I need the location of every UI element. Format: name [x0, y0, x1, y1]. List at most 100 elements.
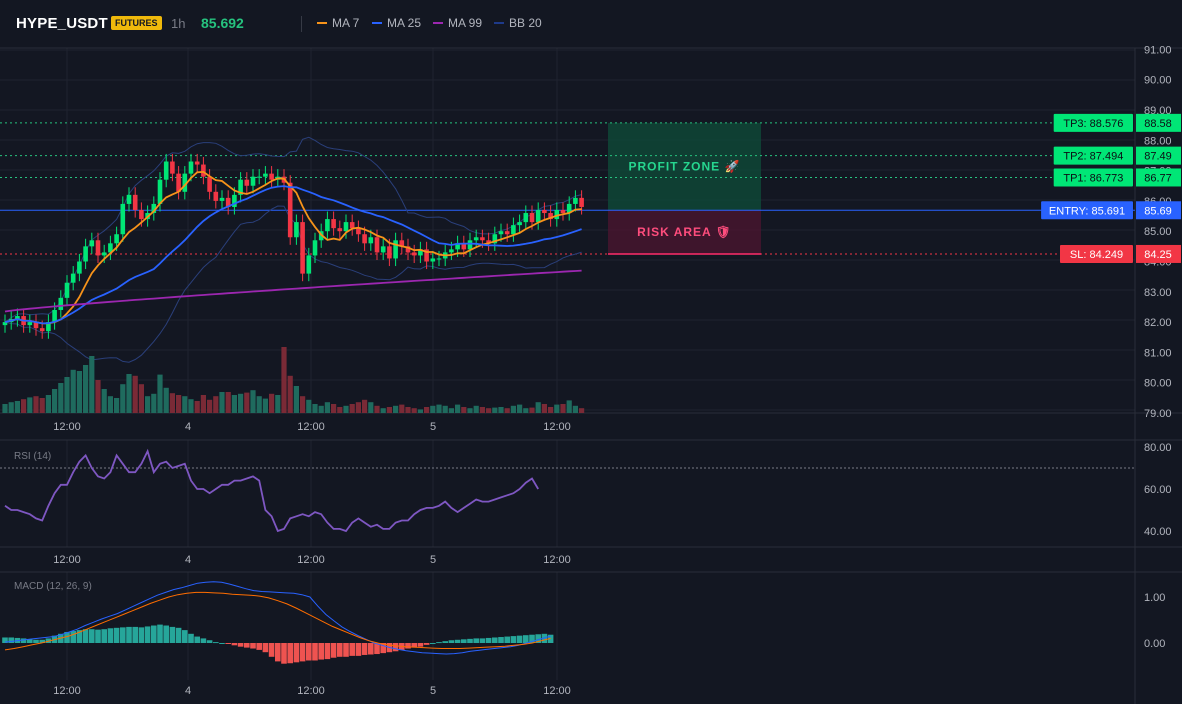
- macd-tick-label: 0.00: [1144, 638, 1165, 650]
- volume-bar: [337, 407, 343, 413]
- price-tick-label: 90.00: [1144, 75, 1172, 87]
- candle-body: [405, 246, 411, 253]
- macd-histogram-bar: [256, 643, 262, 650]
- volume-bar: [126, 374, 132, 413]
- macd-histogram-bar: [8, 637, 14, 643]
- macd-histogram-bar: [250, 643, 256, 649]
- trade-zones: PROFIT ZONE 🚀 RISK AREA 🛡: [608, 122, 761, 254]
- volume-bar: [566, 400, 572, 413]
- volume-bar: [262, 398, 268, 413]
- candle-body: [219, 197, 225, 201]
- volume-bar: [95, 380, 101, 413]
- ma25-line: [4, 185, 582, 325]
- macd-histogram-bar: [144, 626, 151, 643]
- bb20-swatch: [494, 22, 504, 24]
- volume-bar: [393, 405, 399, 413]
- volume-bar: [380, 408, 386, 413]
- volume-bar: [101, 389, 107, 413]
- chart-header: HYPE_USDT FUTURES 1h 85.692 MA 7 MA 25 M…: [0, 0, 1182, 48]
- sl-axis-text: 84.25: [1144, 249, 1172, 261]
- candle-body: [163, 161, 169, 180]
- candle-body: [504, 231, 510, 235]
- volume-bar: [560, 404, 566, 413]
- volume-bar: [535, 402, 541, 413]
- candle-body: [399, 240, 405, 247]
- volume-bar: [318, 405, 324, 413]
- volume-bar: [368, 402, 374, 413]
- macd-histogram-bar: [262, 643, 269, 653]
- interval-label[interactable]: 1h: [171, 16, 186, 31]
- volume-bar: [287, 375, 293, 413]
- macd-histogram-bar: [231, 643, 238, 646]
- volume-bar: [244, 392, 250, 413]
- volume-bar: [33, 396, 39, 413]
- volume-bar: [436, 404, 442, 413]
- macd-histogram-bar: [20, 638, 27, 643]
- candle-body: [27, 322, 33, 326]
- candle-body: [294, 222, 299, 238]
- volume-bar: [411, 408, 417, 413]
- volume-bars: [2, 347, 585, 413]
- time-tick-label: 12:00: [543, 685, 571, 697]
- macd-histogram-bar: [275, 643, 281, 662]
- tp3-tag-text: TP3: 88.576: [1063, 118, 1123, 130]
- candle-body: [132, 194, 138, 210]
- candle-body: [64, 282, 70, 298]
- signal-line: [4, 591, 551, 651]
- volume-bar: [52, 389, 58, 413]
- candle-body: [380, 246, 386, 253]
- symbol-name[interactable]: HYPE_USDT: [16, 15, 108, 32]
- volume-bar: [548, 407, 554, 413]
- candle-body: [511, 225, 516, 235]
- time-tick-label: 5: [430, 421, 436, 433]
- candle-body: [201, 164, 206, 177]
- level-tags: TP3: 88.576 88.58 TP2: 87.494 87.49 TP1: 86.…: [1041, 113, 1181, 263]
- volume-bar: [138, 384, 144, 413]
- volume-bar: [362, 399, 368, 413]
- tp3-axis-box: [1136, 113, 1181, 132]
- macd-histogram-bar: [430, 643, 436, 644]
- volume-bar: [461, 407, 467, 413]
- legend-ma99[interactable]: MA 99: [433, 16, 482, 30]
- macd-histogram-bar: [157, 624, 163, 643]
- volume-bar: [510, 405, 516, 413]
- volume-bar: [269, 393, 275, 413]
- tp2-tag-text: TP2: 87.494: [1063, 151, 1123, 163]
- volume-bar: [238, 393, 244, 413]
- volume-bar: [455, 404, 461, 413]
- candle-body: [225, 197, 231, 207]
- volume-bar: [39, 398, 45, 413]
- tp2-tag-box: [1053, 146, 1133, 165]
- legend-bb20[interactable]: BB 20: [494, 16, 542, 30]
- volume-bar: [331, 404, 337, 413]
- macd-histogram-bar: [417, 643, 424, 647]
- candle-body: [101, 252, 107, 256]
- candle-body: [232, 194, 237, 207]
- macd-histogram-bar: [107, 628, 114, 643]
- candle-body: [579, 197, 584, 207]
- tp3-axis-text: 88.58: [1144, 118, 1172, 130]
- candle-body: [213, 191, 219, 201]
- volume-bar: [120, 384, 126, 413]
- macd-histogram-bar: [411, 643, 417, 648]
- candle-body: [114, 234, 119, 244]
- rsi-title: RSI (14): [14, 451, 51, 462]
- candle-body: [573, 197, 578, 204]
- volume-bar: [442, 405, 448, 413]
- volume-bar: [2, 404, 8, 413]
- macd-histogram-bar: [330, 643, 337, 658]
- candle-body: [306, 255, 312, 274]
- volume-bar: [541, 404, 547, 413]
- risk-zone-label: RISK AREA 🛡: [637, 225, 732, 239]
- candle-body: [517, 222, 522, 226]
- candle-body: [83, 246, 88, 262]
- macd-histogram-bar: [442, 641, 448, 643]
- volume-bar: [312, 404, 318, 413]
- volume-bar: [486, 408, 492, 413]
- legend-ma25[interactable]: MA 25: [372, 16, 421, 30]
- candle-body: [461, 243, 467, 250]
- legend-ma7[interactable]: MA 7: [317, 16, 359, 30]
- volume-bar: [473, 405, 479, 413]
- macd-histogram-bar: [504, 636, 510, 643]
